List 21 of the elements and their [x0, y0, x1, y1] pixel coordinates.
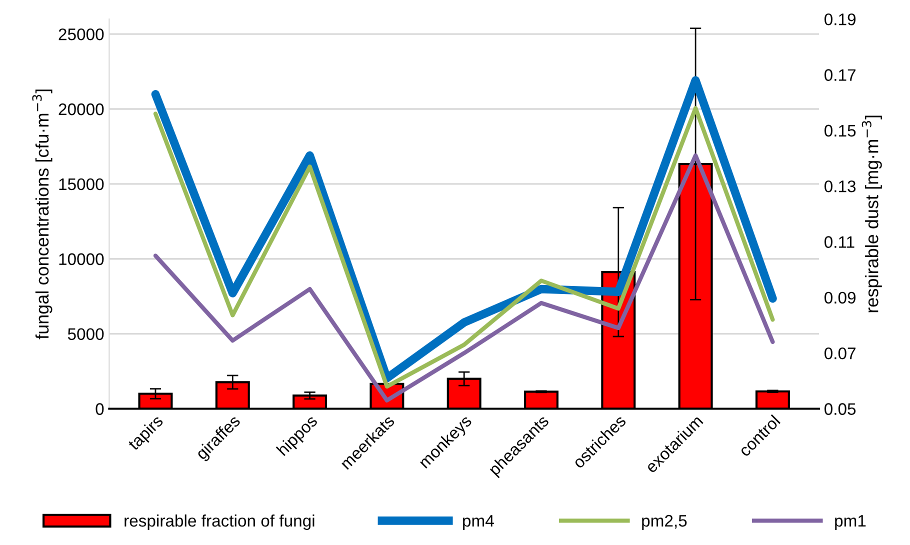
y-tick-label: 25000 — [58, 28, 104, 40]
legend-label: pm4 — [463, 515, 494, 530]
y-axis-title: fungal concentrations [cfu·m$^{−3}$] — [32, 90, 52, 340]
legend-label: respirable fraction of fungi — [124, 514, 314, 530]
y2-tick-label: 0.15 — [824, 124, 856, 137]
line-series — [153, 153, 775, 402]
y2-tick-label: 0.09 — [824, 292, 856, 304]
legend-label: pm1 — [835, 515, 866, 530]
y2-tick-label: 0.19 — [824, 13, 856, 26]
y2-tick-label: 0.11 — [824, 236, 854, 248]
y-tick-label: 20000 — [58, 103, 104, 116]
y-tick-label: 10000 — [59, 253, 104, 266]
y2-tick-label: 0.05 — [824, 403, 856, 415]
y2-tick-label: 0.07 — [824, 347, 856, 360]
legend-label: pm2,5 — [642, 514, 687, 530]
y-tick-label: 5000 — [68, 328, 104, 340]
y2-tick-label: 0.17 — [824, 69, 856, 81]
y2-axis-title: respirable dust [mg·m$^{−3}$] — [862, 116, 882, 312]
y2-tick-label: 0.13 — [824, 180, 856, 192]
y-tick-label: 15000 — [59, 178, 104, 190]
y-tick-label: 0 — [96, 403, 104, 415]
